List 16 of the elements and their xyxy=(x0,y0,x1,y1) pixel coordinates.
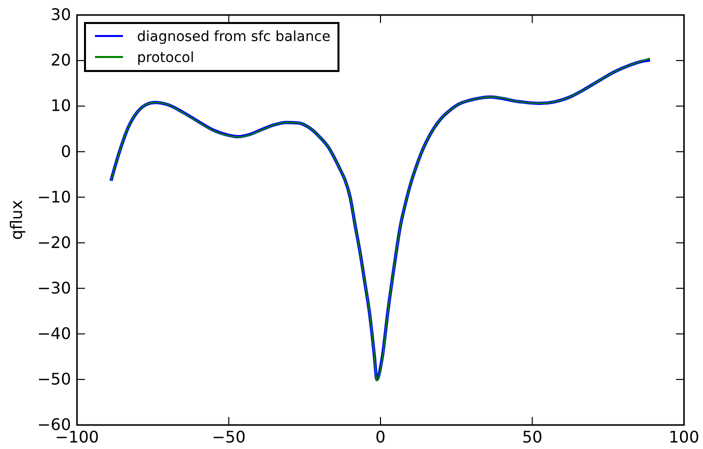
y-tick-label: 20 xyxy=(50,50,71,70)
legend-label: diagnosed from sfc balance xyxy=(137,29,330,45)
y-tick-label: 0 xyxy=(60,142,71,161)
y-tick-label: 30 xyxy=(50,5,71,24)
x-tick-label: 100 xyxy=(668,427,700,446)
legend-label: protocol xyxy=(137,50,194,66)
y-tick-label: −10 xyxy=(37,187,71,206)
x-tick-label: 50 xyxy=(522,427,542,446)
y-tick-label: −50 xyxy=(37,370,71,389)
x-tick-label: −50 xyxy=(212,427,246,446)
x-tick-label: 0 xyxy=(375,427,386,446)
y-tick-label: −20 xyxy=(37,232,71,252)
y-axis-title: qflux xyxy=(7,200,26,240)
y-tick-label: −40 xyxy=(37,324,71,344)
y-tick-label: −30 xyxy=(37,278,71,298)
y-tick-label: 10 xyxy=(50,96,71,116)
